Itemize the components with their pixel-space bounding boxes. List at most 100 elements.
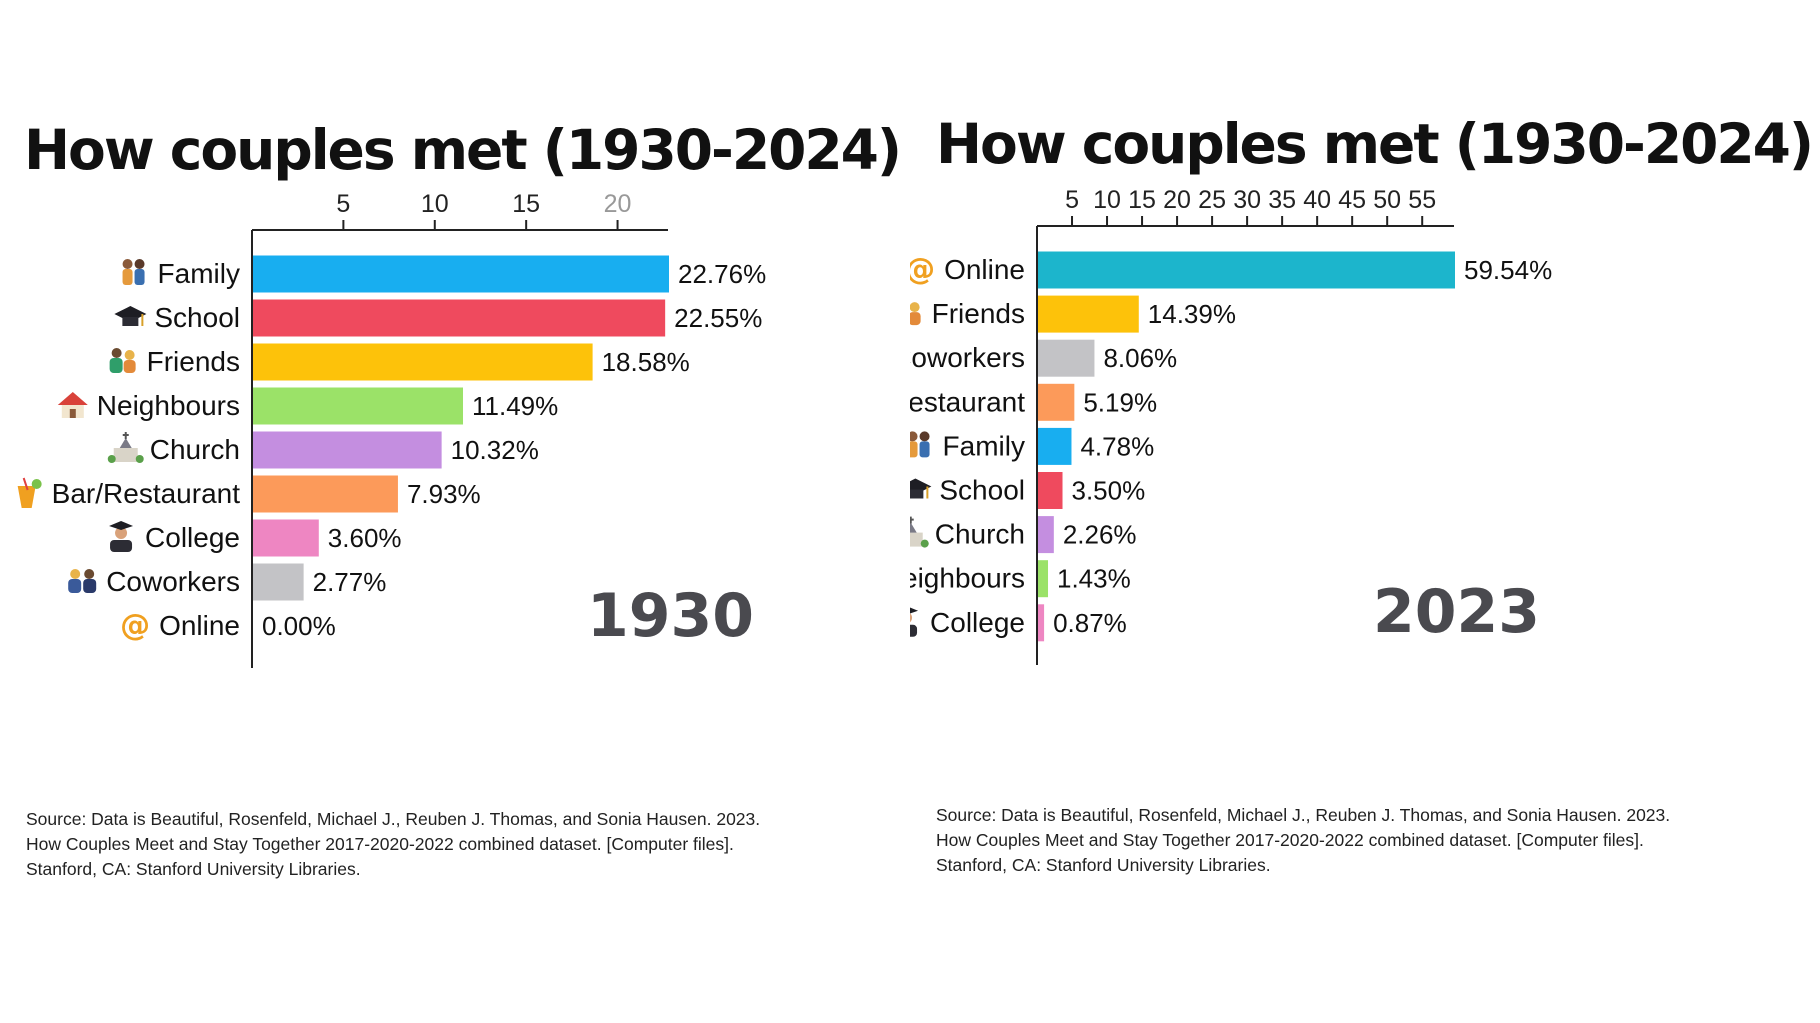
source-note: Source: Data is Beautiful, Rosenfeld, Mi… [26,807,896,882]
icon-part [910,441,918,458]
icon-part [69,409,76,418]
icon-part [910,532,923,547]
bar [253,387,464,425]
category-label: Online [944,254,1025,285]
icon-part [910,613,913,623]
bar [1038,383,1075,421]
x-tick-label: 50 [1373,186,1401,214]
icon-part [119,438,132,448]
category-label: Neighbours [97,390,240,421]
bar [253,343,593,381]
value-label: 4.78% [1080,431,1154,461]
x-tick-label: 15 [1128,186,1156,214]
icon-part [920,539,929,548]
icon-part [910,607,919,614]
category-label: Online [159,610,240,641]
icon-part [115,527,128,539]
category-label: Family [943,430,1025,461]
icon-part [68,579,82,593]
icon-part [84,569,95,579]
icon-part [134,259,145,269]
source-note: Source: Data is Beautiful, Rosenfeld, Mi… [936,803,1806,878]
x-tick-label: 45 [1338,186,1366,214]
house-icon [57,392,88,418]
icon-part [70,569,81,579]
icon-part [122,269,133,285]
bar [1038,604,1045,642]
icon-part [111,348,122,358]
bar [253,519,319,557]
year-label: 2023 [1373,577,1540,647]
bar [1038,251,1455,289]
x-tick-label: 10 [1093,186,1121,214]
value-label: 10.32% [451,435,539,465]
bar [1038,427,1072,465]
family-icon [910,431,930,458]
value-label: 18.58% [602,347,690,377]
x-tick-label: 20 [604,190,632,218]
icon-part [122,259,133,269]
icon-part [919,441,930,458]
bar [1038,560,1049,598]
icon-part [57,392,88,405]
icon-part [123,360,136,373]
icon-part [124,350,135,360]
x-tick-label: 5 [1065,186,1079,214]
value-label: 0.00% [262,611,336,641]
icon-part [17,486,36,508]
cocktail-icon [17,477,42,508]
icon-part [109,521,134,530]
x-tick-label: 5 [336,190,350,218]
category-label: Bar/Restaurant [52,478,241,509]
bar [253,475,398,513]
icon-glyph: @ [910,252,935,287]
icon-part [135,455,144,463]
value-label: 22.76% [678,259,766,289]
x-tick-label: 15 [512,190,540,218]
source-line: How Couples Meet and Stay Together 2017-… [26,834,734,854]
icon-part [110,540,133,552]
icon-part [134,269,145,285]
family-icon [122,259,145,285]
category-label: Friends [932,298,1025,329]
chart-title: How couples met (1930-2024) [24,118,902,182]
icon-part [122,317,139,326]
chart-title: How couples met (1930-2024) [936,112,1814,176]
graduate-icon [910,607,919,637]
source-line: Stanford, CA: Stanford University Librar… [936,855,1271,875]
category-label: School [939,475,1025,506]
value-label: 3.50% [1072,476,1146,506]
icon-part [910,312,921,326]
icon-part [22,477,29,491]
value-label: 2.26% [1063,520,1137,550]
icon-part [910,302,920,313]
icon-part [910,624,918,637]
icon-part [107,455,116,463]
x-tick-label: 30 [1233,186,1261,214]
category-label: Church [150,434,240,465]
value-label: 0.87% [1053,608,1127,638]
at-sign-icon: @ [910,252,935,287]
year-label: 1930 [587,581,754,651]
category-label: College [930,607,1025,638]
chart-panel-1930: How couples met (1930-2024) 5 10 15 20 22.76… [17,118,902,882]
graduate-icon [109,521,134,552]
church-icon [107,432,144,463]
x-tick-label: 55 [1408,186,1436,214]
category-label: Family [158,258,240,289]
x-tick-label: 35 [1268,186,1296,214]
x-tick-label: 40 [1303,186,1331,214]
church-icon [910,516,929,548]
bar [1038,339,1095,377]
category-label: School [154,302,240,333]
bar-chart-1930: 5 10 15 20 22.76% Family 22.55% School 18.58% Fri… [17,190,766,668]
bar [253,431,442,469]
coworkers-icon [68,569,97,593]
bar [1038,516,1054,554]
icon-part [910,489,924,499]
icon-part [113,448,138,462]
x-tick-label: 25 [1198,186,1226,214]
category-label: Church [935,519,1025,550]
value-label: 22.55% [674,303,762,333]
x-tick-label: 10 [421,190,449,218]
